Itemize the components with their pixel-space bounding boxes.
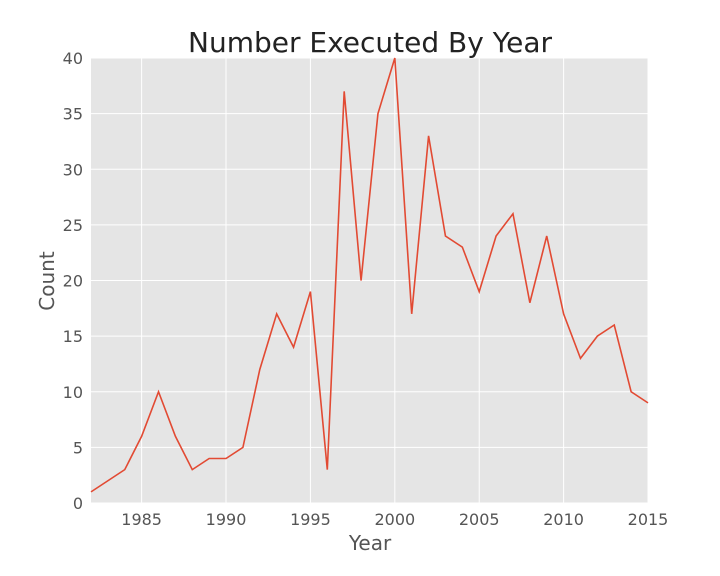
x-tick-label: 2000 bbox=[374, 510, 415, 529]
x-tick-label: 2005 bbox=[459, 510, 500, 529]
gridlines bbox=[91, 57, 649, 504]
x-tick-label: 1990 bbox=[206, 510, 247, 529]
y-tick-label: 5 bbox=[73, 438, 83, 457]
y-tick-label: 40 bbox=[63, 49, 83, 68]
y-tick-label: 10 bbox=[63, 383, 83, 402]
y-axis-label: Count bbox=[35, 251, 59, 311]
x-axis-label: Year bbox=[348, 531, 392, 555]
y-tick-label: 25 bbox=[63, 216, 83, 235]
y-tick-labels: 0 5 10 15 20 25 30 35 40 bbox=[63, 49, 83, 513]
series-line bbox=[90, 57, 649, 493]
y-tick-label: 20 bbox=[63, 272, 83, 291]
x-tick-label: 2010 bbox=[543, 510, 584, 529]
y-tick-label: 0 bbox=[73, 494, 83, 513]
x-tick-labels: 1985 1990 1995 2000 2005 2010 2015 bbox=[121, 510, 668, 529]
y-tick-label: 15 bbox=[63, 327, 83, 346]
y-tick-label: 35 bbox=[63, 105, 83, 124]
x-tick-label: 1995 bbox=[290, 510, 331, 529]
chart-title: Number Executed By Year bbox=[188, 26, 552, 59]
y-tick-label: 30 bbox=[63, 160, 83, 179]
x-tick-label: 2015 bbox=[628, 510, 669, 529]
x-tick-label: 1985 bbox=[121, 510, 162, 529]
